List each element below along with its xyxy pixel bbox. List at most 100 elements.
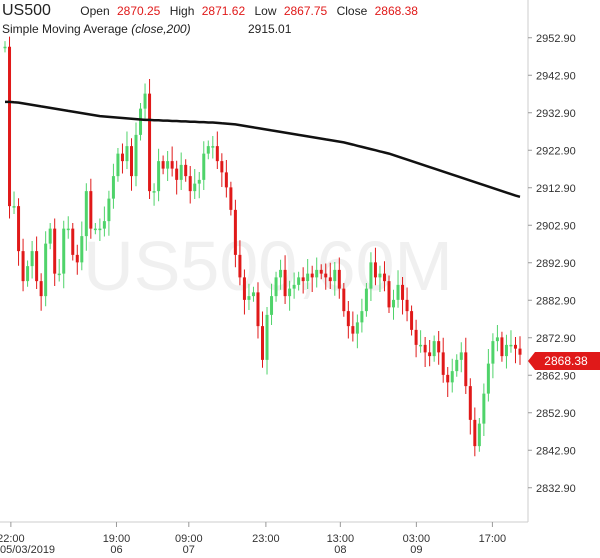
candle-body [468, 386, 472, 420]
y-tick-label: 2952.90 [536, 33, 576, 45]
chart-watermark: US500,60M [83, 227, 453, 305]
candle-body [473, 419, 477, 447]
x-tick-time: 09:00 [175, 533, 203, 545]
candle-body [279, 269, 283, 278]
candle-body [184, 164, 188, 177]
candle-body [157, 161, 161, 192]
candle-body [446, 374, 450, 383]
candle-body [125, 146, 129, 162]
current-price-tag: 2868.38 [528, 352, 600, 370]
candle-body [179, 164, 183, 180]
candle-body [129, 146, 133, 177]
candle-body [139, 108, 143, 135]
candle-body [477, 423, 481, 447]
candle-body [392, 299, 396, 308]
candle-body [346, 311, 350, 327]
y-tick-label: 2892.90 [536, 258, 576, 270]
open-label: Open [80, 4, 110, 18]
candle-body [102, 221, 106, 229]
candle-body [324, 273, 328, 278]
y-tick-label: 2852.90 [536, 408, 576, 420]
candle-body [486, 363, 490, 394]
symbol-name: US500 [2, 2, 51, 19]
candle-body [509, 344, 513, 347]
candle-body [251, 292, 255, 297]
candle-body [3, 46, 7, 49]
candle-body [513, 344, 517, 349]
candle-body [39, 281, 43, 297]
candle-body [256, 292, 260, 327]
candle-body [247, 296, 251, 300]
candle-body [17, 206, 21, 252]
current-price-label: 2868.38 [544, 354, 588, 368]
y-tick-label: 2912.90 [536, 183, 576, 195]
candle-body [197, 179, 201, 184]
candle-body [482, 393, 486, 424]
candle-body [152, 191, 156, 193]
y-tick-label: 2882.90 [536, 295, 576, 307]
candle-body [459, 352, 463, 360]
candle-body [220, 161, 224, 173]
high-label: High [169, 4, 195, 18]
low-label: Low [254, 4, 277, 18]
y-tick-label: 2842.90 [536, 445, 576, 457]
candle-body [93, 228, 97, 231]
candle-body [500, 337, 504, 357]
candle-body [337, 269, 341, 289]
candle-body [143, 93, 147, 109]
candle-body [62, 228, 66, 274]
candle-body [369, 262, 373, 289]
x-tick-date: 05/03/2019 [0, 544, 55, 556]
x-tick-date: 08 [334, 544, 346, 556]
candle-body [75, 254, 79, 263]
candle-body [111, 176, 115, 199]
candle-body [495, 337, 499, 342]
candle-body [84, 191, 88, 237]
candle-body [98, 228, 102, 231]
candle-body [518, 348, 522, 355]
candle-body [355, 322, 359, 334]
sma-value: 2915.01 [248, 22, 292, 36]
candle-body [148, 93, 152, 192]
candle-body [360, 311, 364, 323]
close-value: 2868.38 [374, 4, 418, 18]
candle-body [242, 277, 246, 300]
candle-body [504, 344, 508, 357]
y-tick-label: 2942.90 [536, 70, 576, 82]
candle-body [175, 168, 179, 180]
candle-body [306, 273, 310, 282]
candle-body [170, 161, 174, 169]
candle-body [437, 341, 441, 353]
candle-body [215, 146, 219, 162]
candle-body [288, 288, 292, 297]
sma-legend: Simple Moving Average (close,200) [2, 22, 191, 36]
x-tick-time: 19:00 [103, 533, 131, 545]
candle-body [80, 236, 84, 263]
candle-body [432, 341, 436, 357]
candle-body [161, 161, 165, 169]
candle-body [71, 228, 75, 255]
candle-body [378, 273, 382, 278]
candle-body [455, 359, 459, 372]
candle-body [44, 243, 48, 297]
candle-body [373, 262, 377, 278]
candle-body [491, 341, 495, 364]
candle-body [57, 273, 61, 276]
candle-body [12, 206, 16, 208]
candle-body [261, 326, 264, 360]
candle-body [319, 269, 323, 274]
candle-body [351, 326, 355, 334]
candle-body [48, 228, 52, 244]
candle-body [396, 284, 400, 300]
x-tick-time: 22:00 [0, 533, 25, 545]
candle-body [30, 251, 34, 267]
y-tick-label: 2872.90 [536, 333, 576, 345]
x-tick-time: 23:00 [252, 533, 280, 545]
candle-body [265, 314, 269, 360]
candle-body [441, 352, 445, 375]
candle-body [166, 161, 170, 169]
candle-body [270, 296, 274, 315]
candle-body [315, 269, 319, 278]
